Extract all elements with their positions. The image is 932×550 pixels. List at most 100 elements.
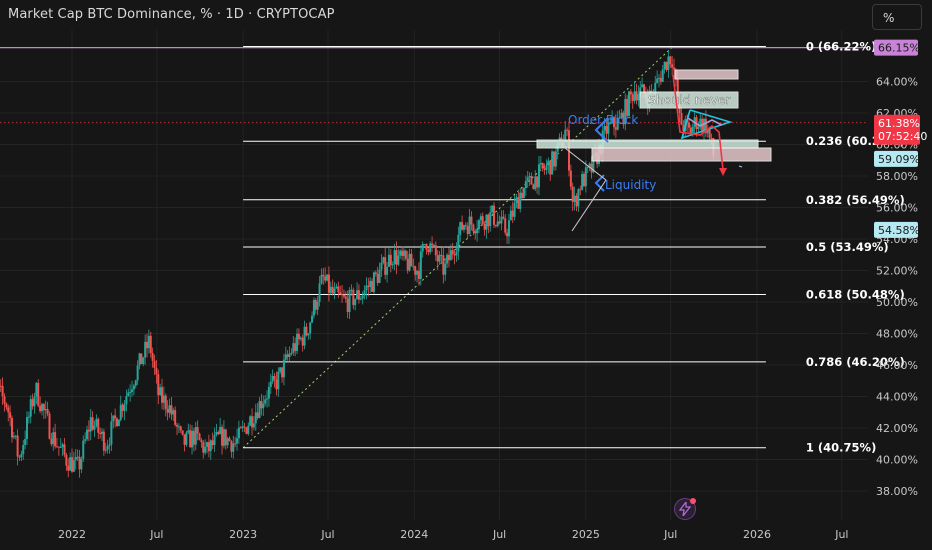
candle-body bbox=[710, 137, 713, 139]
current-price-badge bbox=[874, 114, 920, 145]
candle-body bbox=[357, 290, 360, 300]
candle-body bbox=[243, 426, 246, 428]
candle-body bbox=[341, 294, 344, 296]
resistance-zone bbox=[591, 147, 772, 162]
candle-body bbox=[281, 367, 284, 378]
y-tick-label: 50.00% bbox=[876, 296, 918, 309]
candle-body bbox=[267, 386, 270, 399]
candle-body bbox=[551, 151, 554, 175]
candle-body bbox=[449, 250, 452, 261]
candle-body bbox=[275, 379, 278, 390]
candle-body bbox=[429, 243, 432, 253]
candle-body bbox=[605, 126, 608, 134]
candle-body bbox=[624, 98, 627, 125]
candle-body bbox=[504, 218, 507, 233]
candle-body bbox=[230, 441, 233, 452]
candle-body bbox=[447, 254, 450, 261]
candle-body bbox=[174, 410, 177, 425]
candle-body bbox=[665, 61, 668, 70]
candle-body bbox=[496, 221, 499, 227]
candle-body bbox=[125, 396, 128, 405]
candle-body bbox=[279, 367, 282, 372]
candle-body bbox=[136, 365, 139, 381]
candle-body bbox=[386, 266, 389, 275]
candle-body bbox=[444, 263, 447, 275]
candle-body bbox=[102, 431, 105, 451]
candle-body bbox=[219, 426, 222, 435]
candle-body bbox=[286, 354, 289, 358]
candle-body bbox=[612, 117, 615, 128]
supply-zone-top bbox=[674, 69, 739, 80]
candle-body bbox=[455, 251, 458, 256]
candle-body bbox=[569, 170, 572, 187]
candle-body bbox=[119, 404, 122, 420]
candle-body bbox=[7, 407, 10, 413]
candle-body bbox=[312, 299, 315, 316]
x-tick-label: Jul bbox=[320, 528, 334, 541]
candle-body bbox=[423, 243, 426, 245]
candle-body bbox=[140, 353, 143, 365]
candle-body bbox=[376, 274, 379, 284]
candle-body bbox=[528, 176, 531, 178]
percent-scale-button[interactable]: % bbox=[872, 4, 922, 30]
candle-body bbox=[234, 443, 237, 445]
y-tick-label: 40.00% bbox=[876, 454, 918, 467]
candle-body bbox=[339, 292, 342, 295]
candle-body bbox=[536, 176, 539, 188]
candle-body bbox=[31, 399, 34, 407]
candle-body bbox=[431, 243, 434, 246]
candle-body bbox=[609, 122, 612, 124]
candle-body bbox=[335, 286, 338, 289]
candle-body bbox=[472, 224, 475, 232]
y-tick-label: 44.00% bbox=[876, 391, 918, 404]
candle-body bbox=[196, 427, 199, 434]
candle-body bbox=[489, 212, 492, 227]
candle-body bbox=[384, 257, 387, 275]
price-badge-59: 59.09% bbox=[878, 153, 920, 166]
should-never-label: Should never bbox=[648, 92, 732, 107]
candle-body bbox=[82, 440, 85, 459]
candle-body bbox=[116, 418, 119, 427]
candle-body bbox=[33, 396, 36, 407]
candle-body bbox=[494, 224, 497, 227]
candle-body bbox=[697, 126, 700, 130]
x-tick-label: Jul bbox=[149, 528, 163, 541]
candle-body bbox=[224, 429, 227, 446]
candle-body bbox=[459, 222, 462, 235]
candle-body bbox=[434, 245, 437, 256]
candle-body bbox=[292, 343, 295, 353]
candle-body bbox=[552, 151, 555, 167]
candle-body bbox=[114, 415, 117, 419]
candle-body bbox=[157, 374, 160, 396]
candle-body bbox=[74, 457, 77, 461]
candle-body bbox=[282, 359, 285, 378]
candle-body bbox=[401, 250, 404, 256]
alerts-button[interactable] bbox=[674, 498, 696, 520]
candle-body bbox=[221, 426, 224, 446]
candle-body bbox=[643, 84, 646, 94]
candle-body bbox=[579, 189, 582, 191]
candle-body bbox=[425, 243, 428, 250]
candle-body bbox=[327, 274, 330, 293]
candle-body bbox=[161, 387, 164, 403]
candle-body bbox=[519, 192, 522, 209]
projected-path bbox=[687, 117, 723, 127]
fib-label: 0.382 (56.49%) bbox=[806, 193, 905, 207]
candle-body bbox=[564, 129, 567, 141]
candle-body bbox=[622, 112, 625, 125]
candle-body bbox=[314, 299, 317, 310]
candle-body bbox=[108, 444, 111, 446]
candle-body bbox=[541, 163, 544, 169]
candle-body bbox=[581, 173, 584, 190]
bearish-projection bbox=[672, 74, 724, 171]
candle-body bbox=[567, 130, 570, 171]
wedge-line-upper bbox=[564, 147, 607, 181]
candle-body bbox=[628, 91, 631, 116]
candle-body bbox=[177, 426, 180, 428]
candle-body bbox=[337, 286, 340, 293]
candle-body bbox=[461, 222, 464, 230]
candle-body bbox=[183, 434, 186, 445]
candle-body bbox=[172, 410, 175, 415]
candle-body bbox=[166, 408, 169, 413]
